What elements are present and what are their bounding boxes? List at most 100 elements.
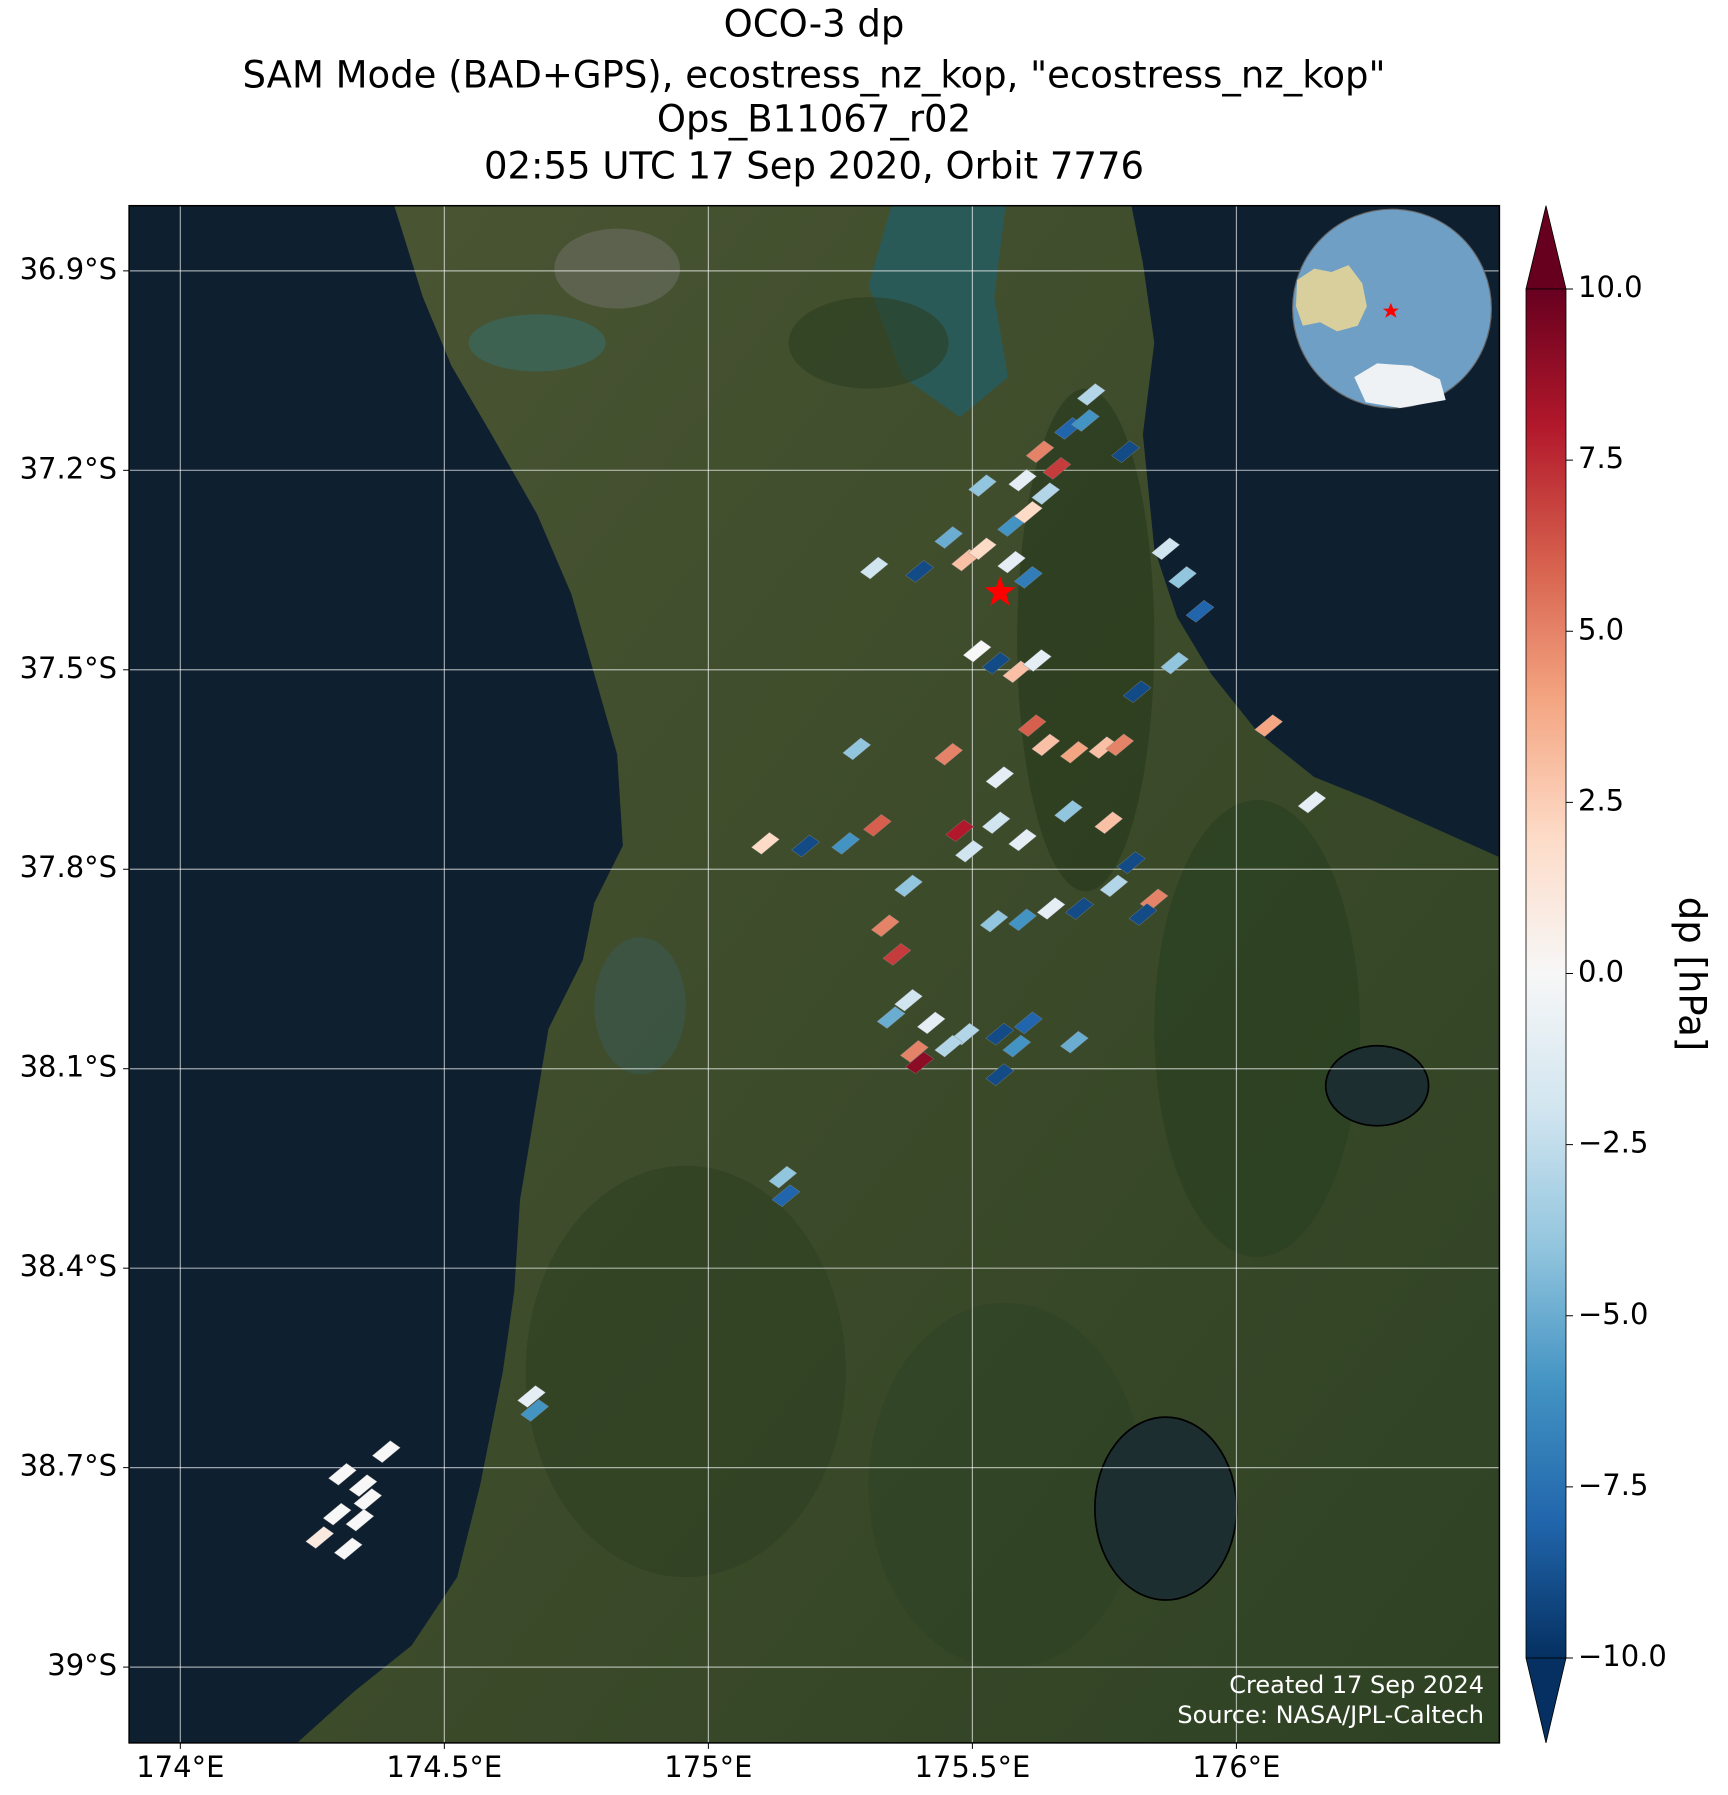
y-tick-label: 37.5°S: [20, 651, 117, 685]
footprint: [859, 556, 889, 580]
site-marker: [984, 575, 1016, 606]
title-line: Ops_B11067_r02: [657, 98, 971, 141]
footprint: [934, 1034, 963, 1058]
footprint: [1008, 469, 1037, 492]
footprint: [1002, 1034, 1032, 1058]
footprint: [1111, 440, 1140, 463]
colorbar-label: dp [hPa]: [1671, 897, 1714, 1051]
footprint: [305, 1526, 335, 1549]
footprint: [934, 526, 963, 549]
footprint: [771, 1184, 801, 1207]
colorbar-extend: [1525, 205, 1567, 290]
footprint: [979, 909, 1009, 933]
footprint: [954, 840, 984, 863]
footprint: [1065, 897, 1094, 920]
colorbar: 10.0 7.5 5.0 2.5 0.0 −2.5 −5.0 −7.5 −10.0: [1525, 205, 1667, 1743]
footprint: [328, 1463, 357, 1486]
footprint: [751, 832, 780, 855]
footprint: [981, 651, 1011, 675]
footprint: [981, 811, 1011, 834]
footprint: [1168, 566, 1197, 589]
colorbar-tick-label: 5.0: [1578, 612, 1624, 646]
y-tick-label: 38.1°S: [20, 1050, 117, 1084]
y-tick-label: 38.7°S: [20, 1449, 117, 1483]
y-tick-label: 37.8°S: [20, 850, 117, 884]
footprint: [1054, 800, 1083, 823]
colorbar-tick-label: −10.0: [1578, 1639, 1667, 1673]
footprints: [305, 383, 1327, 1561]
footprint: [1185, 600, 1215, 623]
footprint: [1151, 537, 1180, 561]
colorbar-tick-label: −5.0: [1578, 1297, 1648, 1331]
footprint: [1254, 714, 1283, 737]
title-line: OCO-3 dp: [724, 3, 905, 46]
footprint: [1059, 740, 1089, 764]
colorbar-tick-label: 7.5: [1578, 441, 1624, 475]
footprint: [1099, 874, 1129, 898]
footprint: [348, 1474, 378, 1497]
y-tick-label: 37.2°S: [20, 451, 117, 485]
globe-inset: [1291, 208, 1492, 409]
y-tick-label: 36.9°S: [20, 252, 117, 286]
footprint: [1059, 1030, 1089, 1054]
footprint: [353, 1488, 383, 1511]
grid: [129, 205, 1500, 1743]
colorbar-tick-label: −7.5: [1578, 1468, 1648, 1502]
footprint: [831, 832, 860, 855]
footprint: [905, 560, 934, 583]
footprint: [791, 834, 820, 858]
y-tick-label: 39°S: [47, 1648, 117, 1682]
title-line: 02:55 UTC 17 Sep 2020, Orbit 7776: [484, 145, 1144, 188]
footprint: [333, 1537, 363, 1561]
footprint: [905, 1051, 934, 1074]
title-line: SAM Mode (BAD+GPS), ecostress_nz_kop, "e…: [242, 54, 1385, 97]
footprint: [1042, 457, 1072, 480]
credit: Source: NASA/JPL-Caltech: [1177, 1701, 1484, 1729]
footprint: [1017, 714, 1047, 737]
footprint: [863, 814, 892, 837]
footprint: [517, 1385, 546, 1408]
footprint: [1036, 897, 1066, 920]
credit: Created 17 Sep 2024: [1229, 1671, 1484, 1699]
x-tick-label: 175°E: [664, 1750, 752, 1784]
colorbar-tick-label: 0.0: [1578, 955, 1624, 989]
footprint: [876, 1006, 906, 1029]
colorbar-tick-label: 10.0: [1578, 270, 1643, 304]
footprint: [842, 737, 872, 761]
footprint: [1297, 790, 1327, 814]
footprint: [1094, 811, 1123, 834]
footprint: [1071, 409, 1100, 432]
footprint: [968, 537, 997, 561]
footprint: [1031, 733, 1061, 757]
footprint: [1023, 649, 1052, 672]
x-tick-label: 174°E: [136, 1750, 224, 1784]
footprint: [968, 474, 997, 497]
footprint: [1025, 440, 1055, 463]
footprint: [1014, 1011, 1043, 1035]
footprint: [1117, 851, 1146, 874]
footprint: [985, 1063, 1015, 1086]
footprint: [371, 1440, 401, 1463]
footprint: [345, 1508, 375, 1532]
map-frame: [128, 204, 1501, 1744]
x-tick-label: 176°E: [1192, 1750, 1280, 1784]
footprint: [322, 1502, 352, 1526]
colorbar-body: [1525, 288, 1567, 1659]
x-tick-label: 175.5°E: [914, 1750, 1030, 1784]
footprint: [934, 742, 963, 766]
footprint: [1160, 651, 1189, 675]
footprint: [1128, 903, 1158, 926]
footprint: [1031, 482, 1061, 505]
footprint: [945, 819, 975, 842]
footprint: [997, 550, 1026, 574]
footprint: [870, 914, 900, 938]
footprint: [985, 1022, 1015, 1046]
footprint: [1008, 908, 1037, 932]
footprint: [768, 1165, 798, 1189]
footprint: [882, 943, 912, 966]
colorbar-tick-label: −2.5: [1578, 1126, 1648, 1160]
footprint: [1105, 733, 1135, 757]
footprint: [894, 988, 923, 1012]
x-tick-label: 174.5°E: [386, 1750, 502, 1784]
